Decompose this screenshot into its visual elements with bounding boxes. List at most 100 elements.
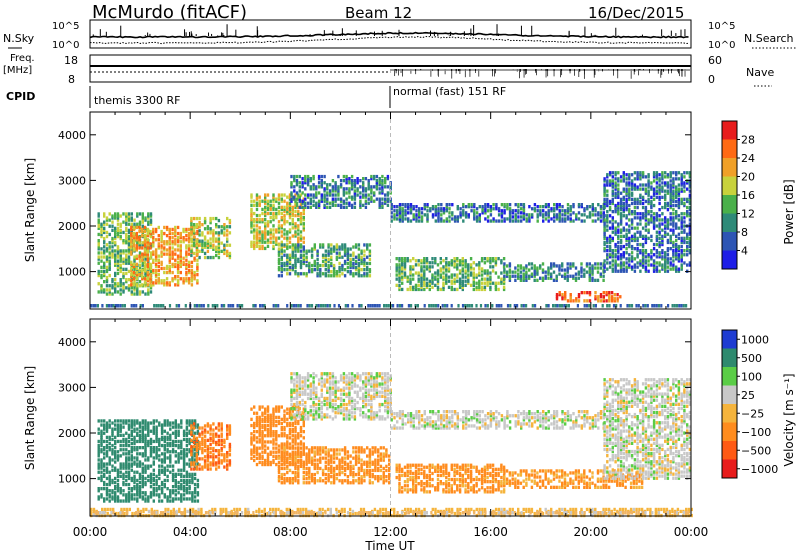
echo-cell [323, 203, 326, 207]
echo-cell [489, 205, 493, 209]
echo-cell [359, 195, 362, 199]
echo-cell [100, 443, 103, 448]
echo-cell [147, 220, 150, 224]
echo-cell [171, 476, 175, 481]
echo-cell [138, 229, 141, 234]
echo-cell [655, 185, 659, 189]
echo-cell [226, 243, 229, 247]
echo-cell [324, 257, 327, 261]
echo-cell [171, 474, 175, 478]
echo-cell [193, 472, 197, 476]
echo-cell [185, 258, 188, 262]
echo-cell [440, 209, 443, 213]
echo-cell [500, 211, 504, 215]
echo-cell [326, 183, 329, 187]
echo-cell [412, 205, 415, 209]
echo-cell [644, 240, 648, 245]
echo-cell [588, 268, 591, 272]
echo-cell [608, 247, 612, 251]
echo-cell [434, 205, 437, 209]
echo-cell [163, 281, 166, 285]
echo-cell [608, 183, 612, 187]
echo-cell [475, 275, 478, 279]
echo-cell [655, 212, 659, 216]
echo-cell [605, 293, 608, 297]
echo-cell [370, 185, 373, 189]
echo-cell [450, 281, 453, 285]
echo-cell [354, 261, 358, 266]
echo-cell [294, 265, 297, 270]
echo-cell [133, 456, 136, 460]
echo-cell [404, 213, 407, 217]
echo-cell [100, 234, 103, 239]
echo-cell [97, 239, 100, 243]
echo-cell [436, 287, 440, 292]
echo-cell [324, 259, 327, 264]
ground-scatter-cell [608, 304, 611, 308]
echo-cell [349, 259, 352, 264]
echo-cell [100, 493, 103, 497]
echo-cell [171, 439, 175, 444]
echo-cell [658, 251, 661, 255]
echo-cell [310, 249, 314, 253]
echo-cell [608, 226, 612, 230]
echo-cell [447, 279, 451, 283]
echo-cell [606, 201, 609, 206]
echo-cell [152, 283, 155, 287]
echo-cell [122, 452, 125, 456]
echo-cell [348, 203, 351, 207]
echo-cell [666, 181, 670, 185]
echo-cell [675, 210, 678, 214]
echo-cell [332, 265, 336, 270]
echo-cell [97, 497, 100, 501]
echo-cell [439, 273, 442, 277]
echo-cell [661, 177, 664, 181]
echo-cell [182, 229, 185, 234]
echo-cell [317, 177, 321, 181]
echo-cell [644, 189, 648, 193]
echo-cell [489, 261, 492, 265]
echo-cell [644, 218, 648, 222]
echo-cell [494, 263, 498, 267]
echo-cell [436, 273, 440, 277]
echo-cell [154, 279, 158, 283]
echo-cell [176, 238, 180, 242]
echo-cell [127, 278, 131, 282]
ground-scatter-cell [211, 304, 214, 308]
echo-cell [168, 248, 171, 252]
echo-cell [599, 266, 602, 270]
echo-cell [116, 427, 120, 431]
echo-cell [291, 197, 294, 201]
echo-cell [610, 291, 614, 295]
echo-cell [386, 191, 390, 195]
echo-cell [666, 185, 670, 189]
echo-cell [154, 273, 158, 277]
echo-cell [561, 268, 564, 272]
echo-cell [111, 468, 114, 472]
echo-cell [418, 213, 421, 217]
echo-cell [606, 197, 609, 201]
echo-cell [193, 419, 197, 423]
ground-scatter-cell [432, 304, 435, 308]
echo-cell [495, 219, 498, 223]
echo-cell [127, 222, 131, 226]
echo-cell [141, 470, 144, 474]
echo-cell [138, 446, 142, 450]
echo-cell [619, 205, 623, 210]
echo-cell [481, 209, 484, 213]
echo-cell [130, 218, 133, 222]
echo-cell [661, 187, 664, 191]
echo-cell [348, 177, 351, 181]
echo-cell [558, 293, 561, 297]
echo-cell [182, 281, 185, 285]
echo-cell [174, 482, 177, 487]
echo-cell [378, 205, 381, 209]
echo-cell [100, 450, 103, 454]
echo-cell [536, 268, 539, 272]
echo-cell [275, 236, 278, 240]
echo-cell [132, 242, 136, 246]
echo-cell [650, 263, 653, 267]
echo-cell [182, 497, 186, 501]
echo-cell [461, 283, 464, 287]
echo-cell [180, 487, 183, 491]
